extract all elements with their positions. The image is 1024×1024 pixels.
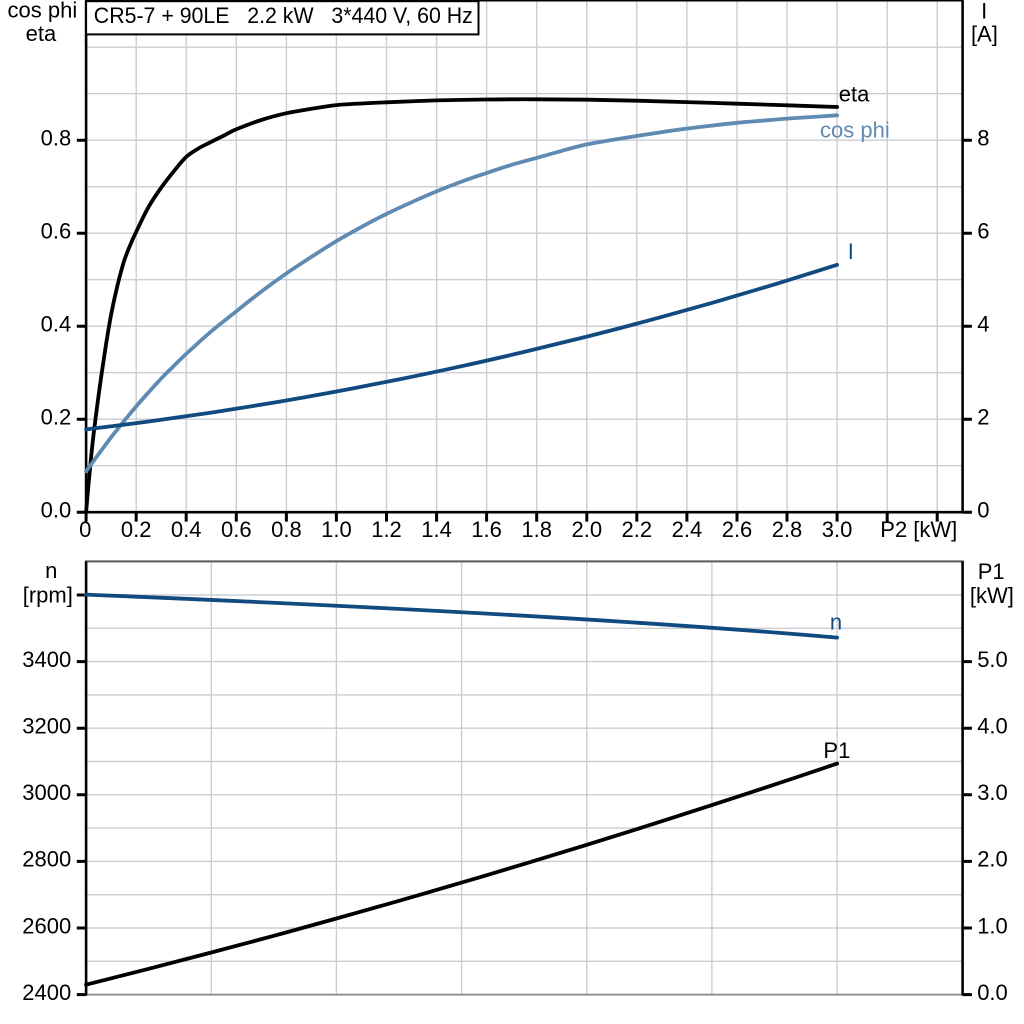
svg-text:4.0: 4.0 — [977, 714, 1008, 739]
svg-text:4: 4 — [977, 312, 989, 337]
svg-text:0: 0 — [79, 517, 91, 542]
svg-text:2800: 2800 — [22, 847, 71, 872]
svg-text:8: 8 — [977, 126, 989, 151]
svg-text:[A]: [A] — [971, 21, 998, 46]
svg-text:2400: 2400 — [22, 980, 71, 1005]
svg-text:eta: eta — [839, 81, 870, 106]
svg-text:3200: 3200 — [22, 714, 71, 739]
svg-text:0.2: 0.2 — [121, 517, 152, 542]
svg-text:1.0: 1.0 — [321, 517, 352, 542]
svg-text:[rpm]: [rpm] — [23, 583, 73, 608]
svg-text:1.6: 1.6 — [471, 517, 502, 542]
svg-text:2.0: 2.0 — [977, 847, 1008, 872]
svg-text:n: n — [45, 558, 57, 583]
svg-text:cos phi: cos phi — [8, 0, 78, 22]
svg-text:0.8: 0.8 — [41, 126, 72, 151]
svg-text:P2 [kW]: P2 [kW] — [880, 517, 957, 542]
svg-text:1.0: 1.0 — [977, 913, 1008, 938]
svg-text:2.8: 2.8 — [772, 517, 803, 542]
svg-text:0: 0 — [977, 498, 989, 523]
svg-text:3.0: 3.0 — [822, 517, 853, 542]
svg-text:0.6: 0.6 — [221, 517, 252, 542]
svg-text:6: 6 — [977, 219, 989, 244]
svg-text:0.6: 0.6 — [41, 219, 72, 244]
svg-text:2600: 2600 — [22, 913, 71, 938]
svg-text:[kW]: [kW] — [970, 583, 1014, 608]
svg-text:cos phi: cos phi — [820, 117, 890, 142]
svg-text:5.0: 5.0 — [977, 647, 1008, 672]
svg-text:0.4: 0.4 — [171, 517, 202, 542]
svg-text:P1: P1 — [978, 559, 1005, 584]
svg-text:2.2: 2.2 — [622, 517, 653, 542]
svg-text:P1: P1 — [823, 738, 850, 763]
svg-text:0.0: 0.0 — [41, 498, 72, 523]
svg-text:2.4: 2.4 — [672, 517, 703, 542]
svg-text:1.8: 1.8 — [521, 517, 552, 542]
svg-text:1.2: 1.2 — [371, 517, 402, 542]
svg-text:eta: eta — [26, 21, 57, 46]
svg-text:0.0: 0.0 — [977, 980, 1008, 1005]
svg-text:I: I — [848, 239, 854, 264]
svg-text:1.4: 1.4 — [421, 517, 452, 542]
svg-text:3400: 3400 — [22, 647, 71, 672]
svg-text:3000: 3000 — [22, 780, 71, 805]
svg-text:3.0: 3.0 — [977, 780, 1008, 805]
svg-text:0.2: 0.2 — [41, 405, 72, 430]
svg-text:2.6: 2.6 — [722, 517, 753, 542]
svg-text:I: I — [981, 0, 987, 23]
svg-text:2.0: 2.0 — [572, 517, 603, 542]
svg-text:n: n — [830, 610, 842, 635]
svg-text:2: 2 — [977, 405, 989, 430]
svg-text:0.8: 0.8 — [271, 517, 302, 542]
svg-text:0.4: 0.4 — [41, 312, 72, 337]
svg-text:CR5-7 + 90LE 2.2 kW 3*440: CR5-7 + 90LE 2.2 kW 3*440 V, 60 Hz — [94, 3, 473, 28]
